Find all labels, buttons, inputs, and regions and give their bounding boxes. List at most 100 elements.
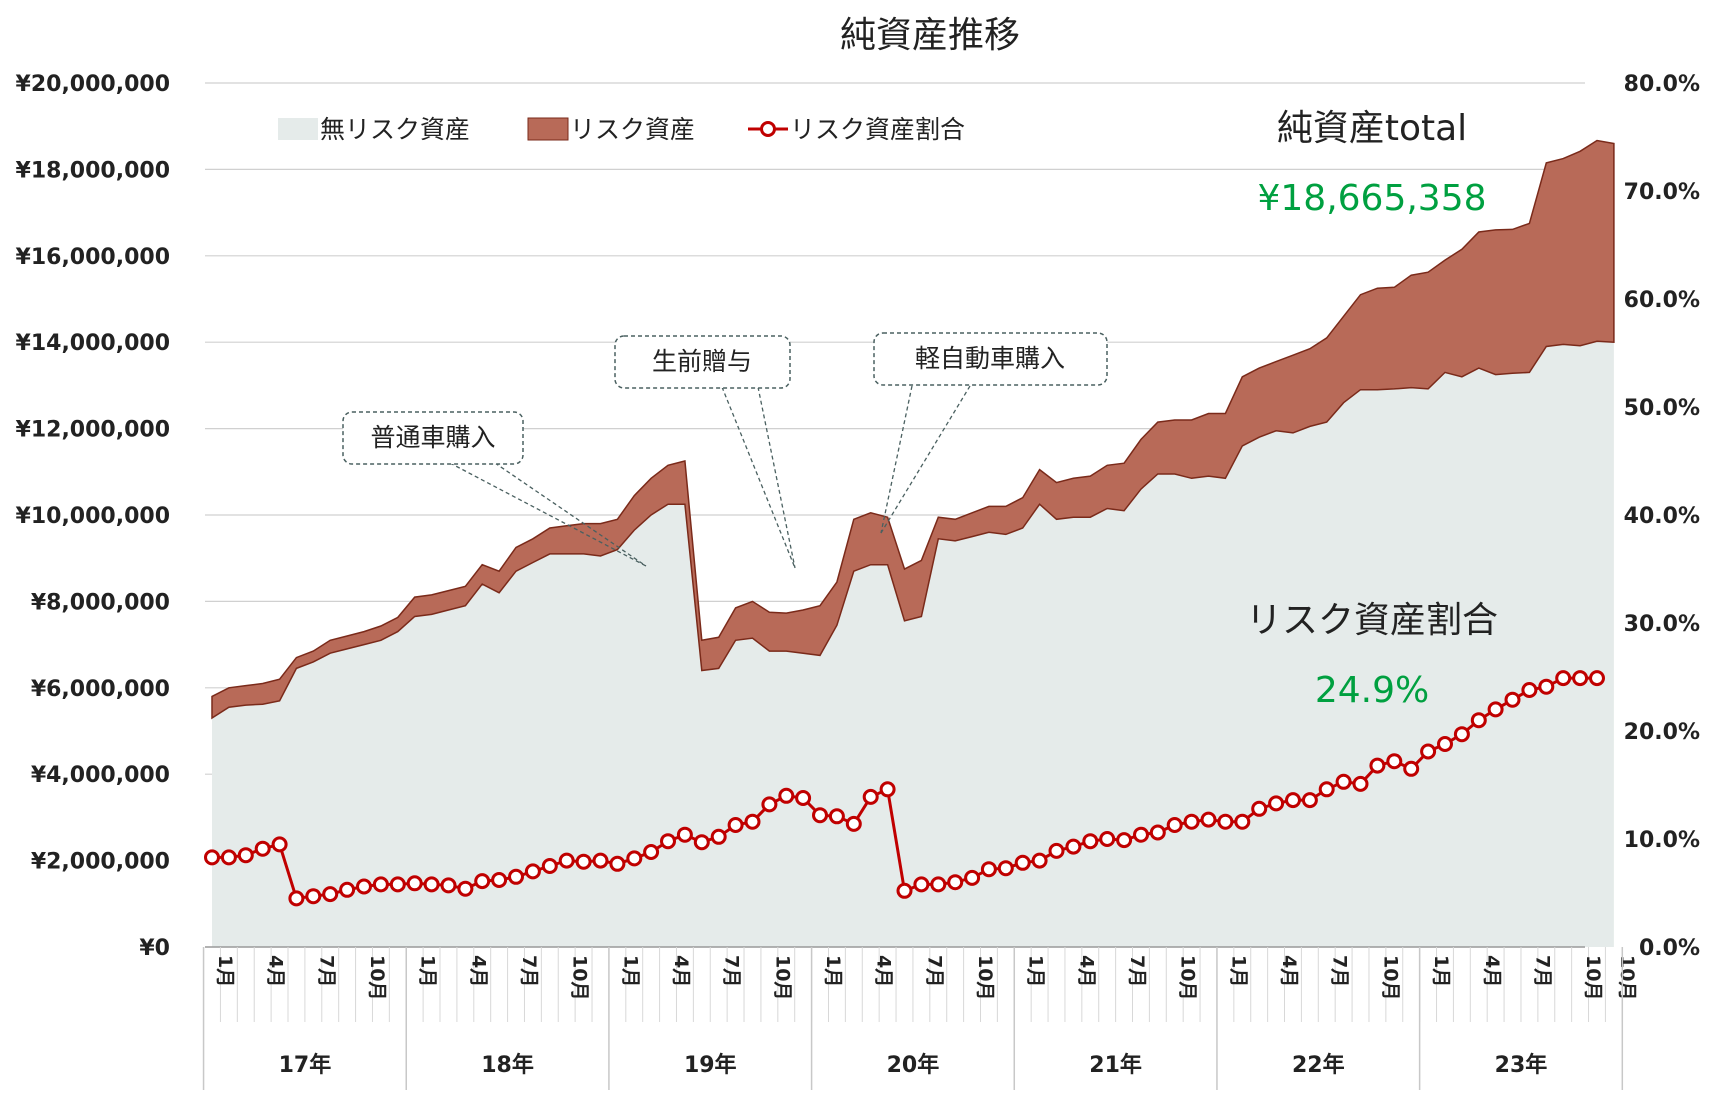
month-tick-label: 7月 [1531, 955, 1553, 987]
month-tick-label: 1月 [822, 955, 844, 987]
ratio-marker [862, 788, 879, 805]
callout-box [342, 411, 524, 465]
ratio-marker [1149, 824, 1166, 841]
ratio-marker [271, 836, 288, 853]
ratio-marker [1437, 736, 1453, 752]
ratio-marker [980, 861, 997, 878]
ratio-marker [1183, 813, 1200, 830]
ratio-marker [1318, 781, 1335, 798]
legend-swatch-no-risk [278, 118, 318, 140]
month-tick-label: 1月 [619, 955, 641, 987]
year-label: 20年 [887, 1052, 940, 1078]
callout-box [873, 332, 1108, 386]
month-tick-label: 10月 [1616, 955, 1638, 1000]
month-tick-label: 10月 [569, 955, 591, 1000]
ratio-value: 24.9% [1315, 670, 1429, 711]
month-tick-label: 7月 [1126, 955, 1148, 987]
month-tick-label: 10月 [366, 955, 388, 1000]
legend-marker-ratio [760, 121, 776, 137]
month-tick-label: 1月 [417, 955, 439, 987]
ratio-marker [913, 876, 930, 893]
year-label: 23年 [1495, 1052, 1548, 1078]
ratio-marker [423, 876, 440, 893]
ratio-marker [1285, 792, 1301, 809]
callout-gift: 生前贈与 [614, 335, 796, 569]
ratio-marker [1234, 813, 1251, 830]
legend-swatch-risk [527, 117, 569, 141]
ratio-marker [1572, 670, 1589, 687]
ratio-marker [524, 863, 541, 880]
ratio-marker [1555, 670, 1572, 687]
ratio-marker [997, 860, 1014, 877]
ratio-marker [930, 876, 947, 893]
ratio-marker [491, 872, 508, 888]
callout-pointer [757, 386, 796, 569]
left-tick-label: ¥16,000,000 [16, 245, 170, 270]
right-axis-ticks: 0.0% 10.0% 20.0% 30.0% 40.0% 50.0% 60.0% 70.0% 8… [1624, 72, 1700, 961]
right-tick-label: 10.0% [1624, 828, 1700, 853]
ratio-marker [592, 852, 609, 869]
ratio-marker [1335, 773, 1352, 790]
right-tick-label: 30.0% [1624, 612, 1700, 637]
ratio-marker [1099, 831, 1116, 847]
year-label: 21年 [1089, 1052, 1142, 1078]
no-risk-asset-area [212, 341, 1614, 947]
ratio-marker [1521, 682, 1538, 698]
ratio-marker [1538, 678, 1555, 695]
ratio-marker [1065, 838, 1082, 855]
right-tick-label: 80.0% [1624, 72, 1700, 97]
total-label: 純資産total [1277, 108, 1467, 149]
legend-label-risk: リスク資産 [570, 115, 695, 144]
left-axis-ticks: ¥0 ¥2,000,000 ¥4,000,000 ¥6,000,000 ¥8,000,0… [16, 72, 170, 961]
risk-asset-area [211, 139, 1615, 720]
legend-label-no-risk: 無リスク資産 [320, 115, 470, 144]
right-tick-label: 70.0% [1624, 180, 1700, 205]
month-tick-label: 1月 [1227, 955, 1249, 987]
left-tick-label: ¥8,000,000 [31, 590, 170, 615]
month-tick-label: 4月 [467, 955, 489, 987]
ratio-marker [1420, 743, 1437, 760]
ratio-marker [1504, 691, 1521, 708]
ratio-marker [389, 876, 406, 893]
callout-text: 軽自動車購入 [915, 344, 1065, 373]
callout-box [614, 335, 791, 389]
right-tick-label: 20.0% [1624, 720, 1700, 745]
risk-ratio-markers [204, 670, 1605, 907]
ratio-marker [626, 850, 643, 867]
ratio-marker [1352, 775, 1369, 792]
ratio-marker [1251, 800, 1268, 817]
month-tick-label: 7月 [721, 955, 743, 987]
ratio-marker [845, 815, 862, 832]
month-tick-label: 4月 [1278, 955, 1300, 987]
ratio-marker [1487, 701, 1504, 718]
left-tick-label: ¥10,000,000 [16, 504, 170, 529]
month-tick-label: 4月 [873, 955, 895, 987]
callout-pointer [449, 462, 647, 567]
ratio-marker [339, 881, 356, 898]
month-tick-label: 10月 [1177, 955, 1199, 1000]
ratio-marker [1403, 760, 1420, 777]
ratio-marker [1268, 795, 1285, 812]
left-tick-label: ¥12,000,000 [16, 418, 170, 443]
month-tick-label: 10月 [1379, 955, 1401, 1000]
left-tick-label: ¥20,000,000 [16, 72, 170, 97]
month-tick-label: 7月 [1329, 955, 1351, 987]
ratio-marker [761, 796, 778, 813]
ratio-marker [204, 849, 220, 866]
ratio-marker [1031, 852, 1048, 869]
year-label: 17年 [279, 1052, 332, 1078]
chart-title: 純資産推移 [840, 15, 1020, 56]
callout-pointer [721, 386, 796, 569]
left-tick-label: ¥2,000,000 [31, 850, 170, 875]
callout-text: 生前贈与 [652, 347, 752, 376]
ratio-marker [406, 875, 423, 892]
callout-pointer [494, 462, 647, 567]
left-tick-label: ¥18,000,000 [16, 158, 170, 183]
ratio-marker [744, 813, 761, 830]
ratio-marker [558, 852, 575, 869]
ratio-marker [1014, 854, 1031, 871]
ratio-marker [1116, 832, 1133, 849]
ratio-marker [237, 847, 254, 864]
ratio-marker [896, 882, 913, 899]
